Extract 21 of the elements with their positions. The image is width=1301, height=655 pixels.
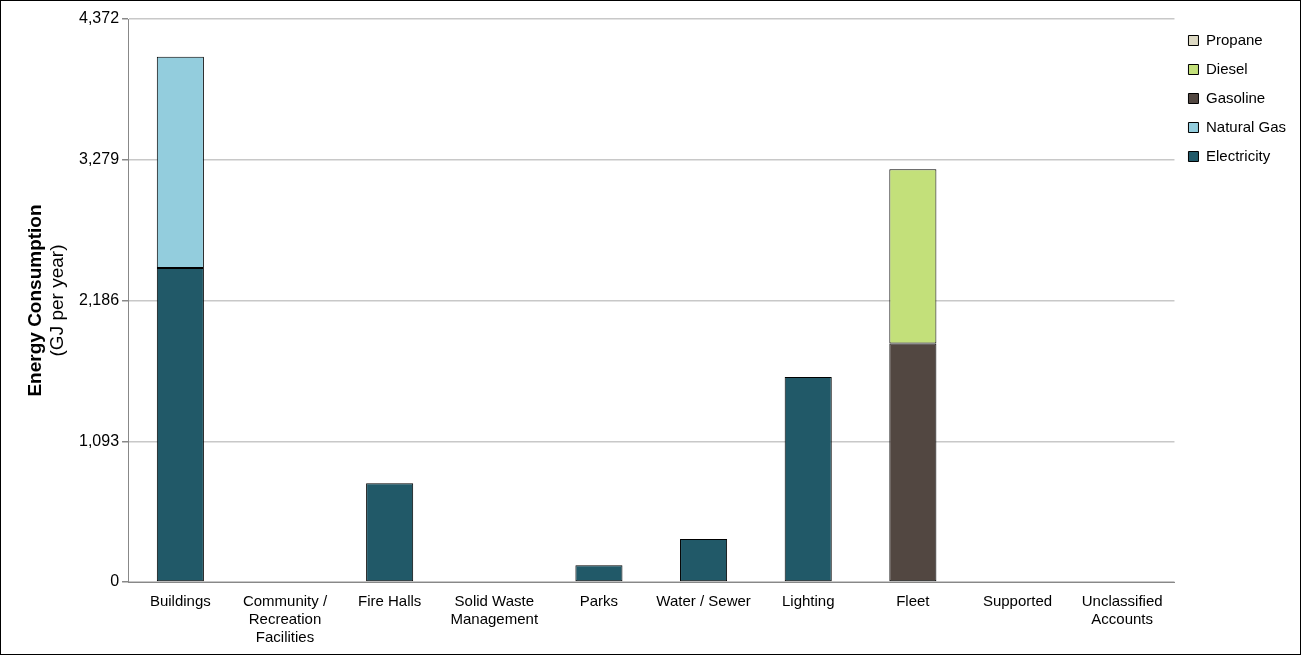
y-tick-label: 1,093: [78, 431, 120, 449]
x-tick-label: Water / Sewer: [656, 592, 751, 610]
x-tick-label: Community / Recreation Facilities: [242, 592, 328, 646]
x-tick-label: Fire Halls: [357, 592, 422, 610]
x-tick-label: Supported: [982, 592, 1053, 610]
y-axis-title: Energy Consumption (GJ per year): [24, 204, 67, 397]
legend-label: Gasoline: [1205, 88, 1266, 106]
x-tick-label: Lighting: [781, 592, 835, 610]
y-tick-label: 4,372: [78, 9, 120, 27]
x-tick-label: Unclassified Accounts: [1081, 592, 1163, 628]
legend-label: Natural Gas: [1205, 117, 1287, 135]
y-tick-label: 0: [110, 572, 120, 590]
x-tick-label: Parks: [579, 592, 619, 610]
y-tick-label: 2,186: [78, 290, 120, 308]
y-tick-label: 3,279: [78, 150, 120, 168]
legend-label: Propane: [1205, 30, 1263, 48]
x-tick-label: Solid Waste Management: [450, 592, 539, 628]
legend-label: Electricity: [1205, 146, 1271, 164]
legend-label: Diesel: [1205, 59, 1248, 77]
x-tick-label: Fleet: [896, 592, 931, 610]
x-tick-label: Buildings: [149, 592, 211, 610]
